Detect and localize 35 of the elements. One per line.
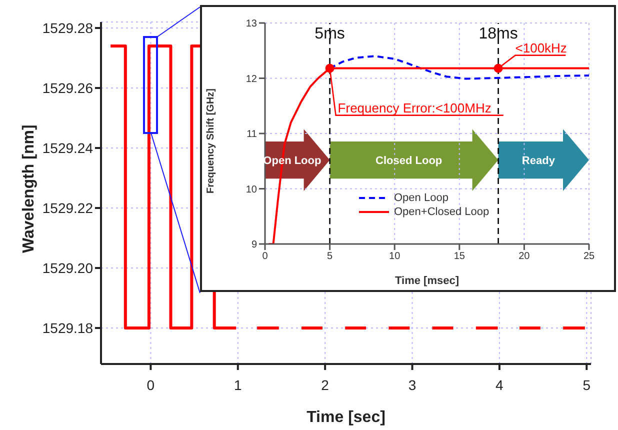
x-tick-label: 15 — [454, 251, 466, 262]
y-tick-label: 1529.18 — [42, 320, 94, 336]
y-tick-label: 13 — [246, 18, 258, 30]
y-axis-title: Wavelength [nm] — [20, 124, 38, 253]
y-tick-label: 1529.28 — [42, 20, 94, 36]
ref-line-label: 5ms — [314, 25, 345, 42]
y-tick-label: 1529.26 — [42, 80, 94, 96]
y-tick-label: 12 — [246, 74, 258, 85]
annotation: <100kHz — [515, 40, 567, 56]
y-axis-title: Frequency Shift [GHz] — [206, 88, 217, 194]
x-tick-label: 1 — [234, 376, 242, 393]
x-tick-label: 0 — [262, 251, 268, 262]
y-tick-label: 11 — [246, 129, 258, 140]
x-tick-label: 3 — [408, 376, 416, 393]
annotation: Frequency Error:<100MHz — [338, 100, 492, 116]
x-tick-label: 5 — [327, 251, 334, 262]
x-tick-label: 2 — [321, 376, 330, 393]
x-tick-label: 25 — [583, 251, 595, 262]
y-tick-label: 9 — [251, 240, 258, 251]
annotation: Ready — [522, 155, 556, 168]
x-tick-label: 5 — [582, 376, 591, 393]
x-axis-title: Time [sec] — [306, 409, 386, 426]
y-tick-label: 1529.24 — [42, 140, 94, 156]
y-tick-label: 10 — [246, 184, 258, 196]
ref-line-label: 18ms — [478, 25, 518, 42]
y-tick-label: 1529.20 — [42, 260, 94, 276]
x-tick-label: 10 — [389, 251, 401, 262]
legend-label: Open Loop — [394, 192, 448, 204]
x-tick-label: 4 — [496, 376, 504, 393]
annotation: Closed Loop — [376, 155, 442, 168]
x-axis-title: Time [msec] — [395, 275, 460, 287]
x-tick-label: 0 — [146, 376, 155, 393]
x-tick-label: 20 — [518, 251, 530, 262]
legend-label: Open+Closed Loop — [394, 206, 490, 218]
y-tick-label: 1529.22 — [42, 200, 94, 216]
